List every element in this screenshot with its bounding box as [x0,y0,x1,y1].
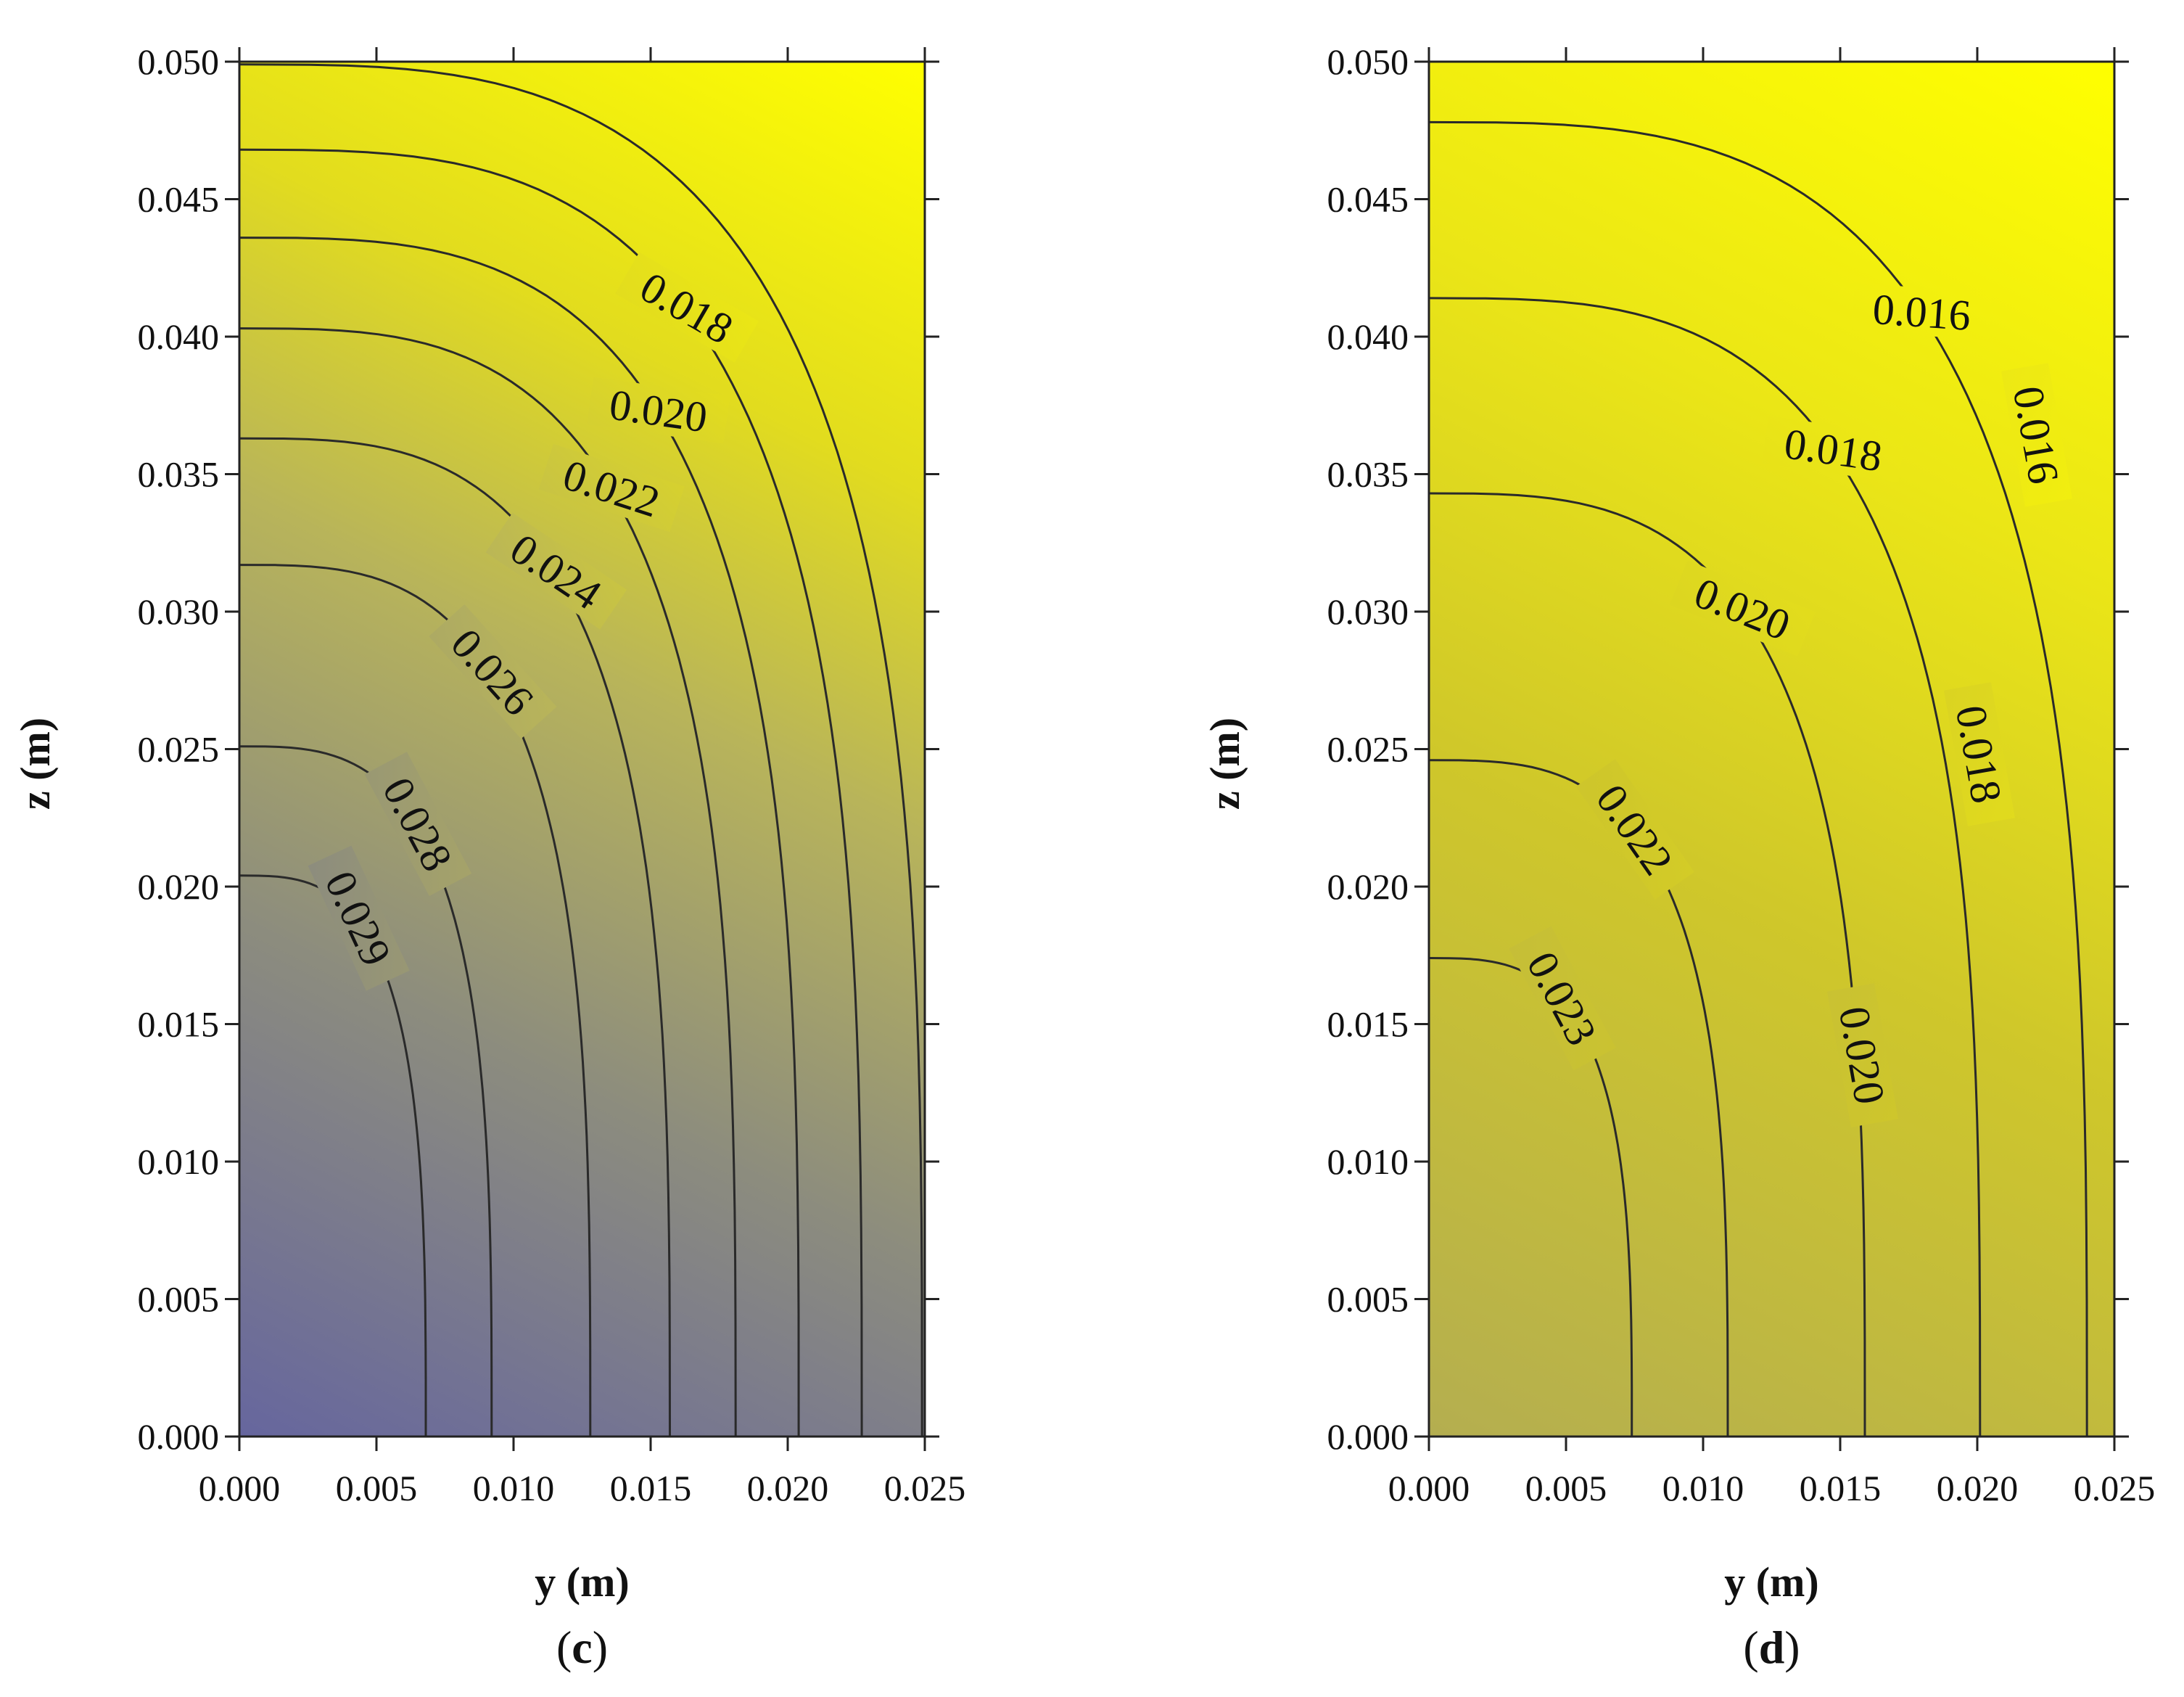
y-tick-label: 0.005 [1327,1279,1409,1320]
y-tick-label: 0.045 [138,179,220,220]
contour-label-bg [1826,983,1898,1127]
panel-label-letter: c [572,1622,592,1673]
contour-label-bg [308,845,410,991]
panel-label-open: ( [556,1622,572,1673]
y-tick-label: 0.010 [138,1141,220,1182]
contour-label: 0.016 [1871,285,1972,340]
y-tick-label: 0.050 [1327,41,1409,82]
contour-label-bg [2000,363,2072,507]
contour-line-0.022 [1428,759,1729,1437]
x-tick-label: 0.020 [747,1468,829,1508]
panel-label-close: ) [1784,1622,1800,1673]
y-tick-label: 0.045 [1327,179,1409,220]
x-tick-label: 0.005 [1525,1468,1607,1508]
y-tick-label: 0.040 [138,316,220,357]
y-tick-label: 0.020 [138,866,220,907]
x-tick-label: 0.015 [1800,1468,1882,1508]
contour-label-bg [538,443,685,533]
contour-label-bg [1943,682,2015,826]
y-tick-label: 0.025 [1327,729,1409,770]
contour-label-bg [1509,926,1616,1071]
panel-d: 0.0230.0220.0200.0180.0160.0160.0180.020… [1201,41,2155,1673]
panel-c: 0.0290.0280.0260.0240.0220.0200.0180.000… [12,41,965,1673]
contour-line-0.016 [239,63,923,1437]
contour-label-bg [1761,416,1905,483]
y-tick-label: 0.040 [1327,316,1409,357]
y-tick-label: 0.035 [138,454,220,495]
contour-label-bg [1851,282,1993,341]
panel-label: (c) [556,1622,608,1673]
x-tick-label: 0.005 [336,1468,418,1508]
contour-field [239,62,925,1437]
x-tick-label: 0.000 [1388,1468,1470,1508]
x-tick-label: 0.020 [1937,1468,2019,1508]
contour-line-0.018 [239,148,863,1437]
panel-label-close: ) [593,1622,608,1673]
contour-label-bg [429,604,557,739]
x-tick-label: 0.015 [610,1468,692,1508]
y-tick-label: 0.000 [1327,1416,1409,1457]
y-tick-label: 0.020 [1327,866,1409,907]
x-tick-label: 0.025 [884,1468,966,1508]
contour-field [1429,62,2114,1437]
x-tick-label: 0.025 [2074,1468,2156,1508]
y-tick-label: 0.000 [138,1416,220,1457]
y-tick-label: 0.010 [1327,1141,1409,1182]
contour-label-bg [1669,560,1816,657]
y-tick-label: 0.030 [1327,591,1409,632]
contour-line-0.018 [1428,297,1982,1437]
contour-line-0.016 [1428,120,2088,1437]
contour-label-bg [587,377,730,444]
x-axis-title: y (m) [535,1558,629,1606]
y-tick-label: 0.015 [138,1004,220,1045]
y-tick-label: 0.025 [138,729,220,770]
panel-label-open: ( [1743,1622,1758,1673]
contour-label-bg [1575,759,1694,900]
contour-line-0.024 [239,437,671,1437]
y-tick-label: 0.030 [138,591,220,632]
y-tick-label: 0.035 [1327,454,1409,495]
x-tick-label: 0.010 [473,1468,555,1508]
x-tick-label: 0.000 [199,1468,281,1508]
contour-line-0.022 [239,327,737,1437]
panel-label: (d) [1743,1622,1800,1673]
contour-label-bg [615,252,759,363]
contour-line-0.02 [239,237,800,1437]
y-axis-title: z (m) [12,718,59,810]
contour-label-bg [364,752,472,897]
y-tick-label: 0.005 [138,1279,220,1320]
panel-label-letter: d [1759,1622,1785,1673]
y-tick-label: 0.015 [1327,1004,1409,1045]
y-tick-label: 0.050 [138,41,220,82]
y-axis-title: z (m) [1201,718,1248,810]
x-tick-label: 0.010 [1662,1468,1744,1508]
contour-label-bg [485,512,627,630]
x-axis-title: y (m) [1724,1558,1818,1606]
